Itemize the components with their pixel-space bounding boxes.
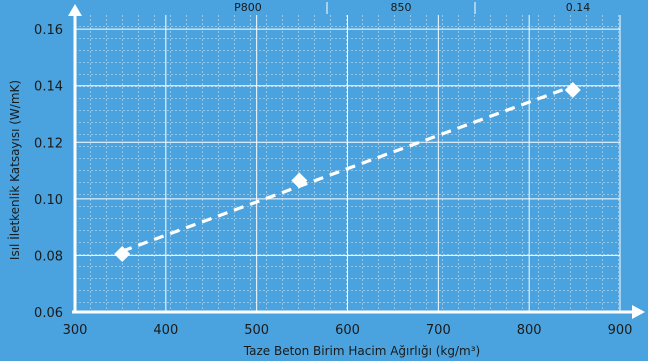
data-point	[114, 246, 131, 263]
x-tick-label: 700	[426, 323, 451, 338]
y-tick-label: 0.08	[34, 249, 63, 264]
x-tick-label: 900	[608, 323, 633, 338]
x-tick-labels: 300 400 500 600 700 800 900	[63, 323, 633, 338]
header-cell-2: 850	[391, 1, 412, 14]
x-tick-label: 800	[517, 323, 542, 338]
header-row: P800 850 0.14	[234, 1, 590, 14]
data-point	[291, 172, 308, 189]
x-tick-label: 300	[63, 323, 88, 338]
y-tick-label: 0.12	[34, 136, 63, 151]
y-tick-labels: 0.06 0.08 0.10 0.12 0.14 0.16	[34, 23, 63, 321]
y-tick-label: 0.14	[34, 80, 63, 95]
x-axis-title: Taze Beton Birim Hacim Ağırlığı (kg/m³)	[243, 344, 480, 358]
data-point	[564, 81, 581, 98]
x-tick-label: 600	[335, 323, 360, 338]
major-grid	[75, 15, 621, 312]
y-axis-arrow	[68, 4, 82, 16]
y-tick-label: 0.16	[34, 23, 63, 38]
header-cell-1: P800	[234, 1, 262, 14]
trendline	[121, 85, 571, 253]
y-tick-label: 0.10	[34, 193, 63, 208]
y-tick-label: 0.06	[34, 306, 63, 321]
x-tick-label: 500	[244, 323, 269, 338]
axes	[68, 4, 645, 319]
data-points	[114, 81, 581, 263]
x-axis-arrow	[632, 305, 645, 319]
y-axis-title: Isıl İletkenlik Katsayısı (W/mK)	[7, 80, 22, 260]
x-tick-label: 400	[153, 323, 178, 338]
header-cell-3: 0.14	[566, 1, 591, 14]
